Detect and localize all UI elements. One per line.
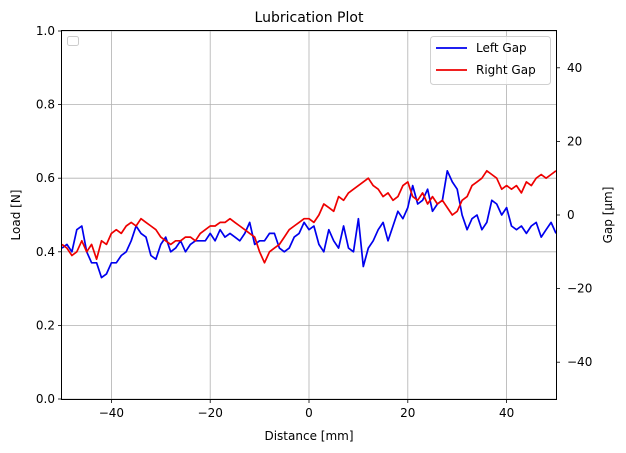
y-right-tick-label-4: 40	[567, 61, 582, 75]
y-right-tick-label-3: 20	[567, 134, 582, 148]
x-tick-label-1: −20	[198, 406, 223, 420]
x-axis: −40 −20 0 20 40	[99, 399, 514, 420]
x-tick-label-0: −40	[99, 406, 124, 420]
x-tick-label-3: 20	[400, 406, 415, 420]
series-line-left-gap	[61, 169, 557, 279]
legend-label-left-gap: Left Gap	[476, 41, 527, 55]
y-axis-right-label: Gap [µm]	[601, 187, 615, 244]
y-left-tick-label-2: 0.4	[36, 245, 55, 259]
legend-empty-left	[67, 36, 79, 46]
legend: Left Gap Right Gap	[430, 36, 551, 85]
y-left-tick-label-0: 0.0	[36, 392, 55, 406]
x-tick-label-4: 40	[499, 406, 514, 420]
y-axis-right: −40 −20 0 20 40	[556, 61, 592, 369]
y-left-tick-label-1: 0.2	[36, 318, 55, 332]
y-left-tick-label-5: 1.0	[36, 24, 55, 38]
series-line-right-gap	[61, 169, 557, 264]
y-right-tick-label-1: −20	[567, 282, 592, 296]
y-left-tick-label-3: 0.6	[36, 171, 55, 185]
legend-label-right-gap: Right Gap	[476, 63, 536, 77]
y-right-tick-label-2: 0	[567, 208, 575, 222]
y-right-tick-label-0: −40	[567, 355, 592, 369]
y-left-tick-label-4: 0.8	[36, 98, 55, 112]
y-axis-left-label: Load [N]	[9, 190, 23, 241]
chart-title: Lubrication Plot	[255, 10, 364, 26]
series-layer	[61, 169, 557, 279]
y-axis-left: 0.0 0.2 0.4 0.6 0.8 1.0	[36, 24, 62, 406]
x-tick-label-2: 0	[305, 406, 313, 420]
x-axis-label: Distance [mm]	[264, 429, 353, 443]
